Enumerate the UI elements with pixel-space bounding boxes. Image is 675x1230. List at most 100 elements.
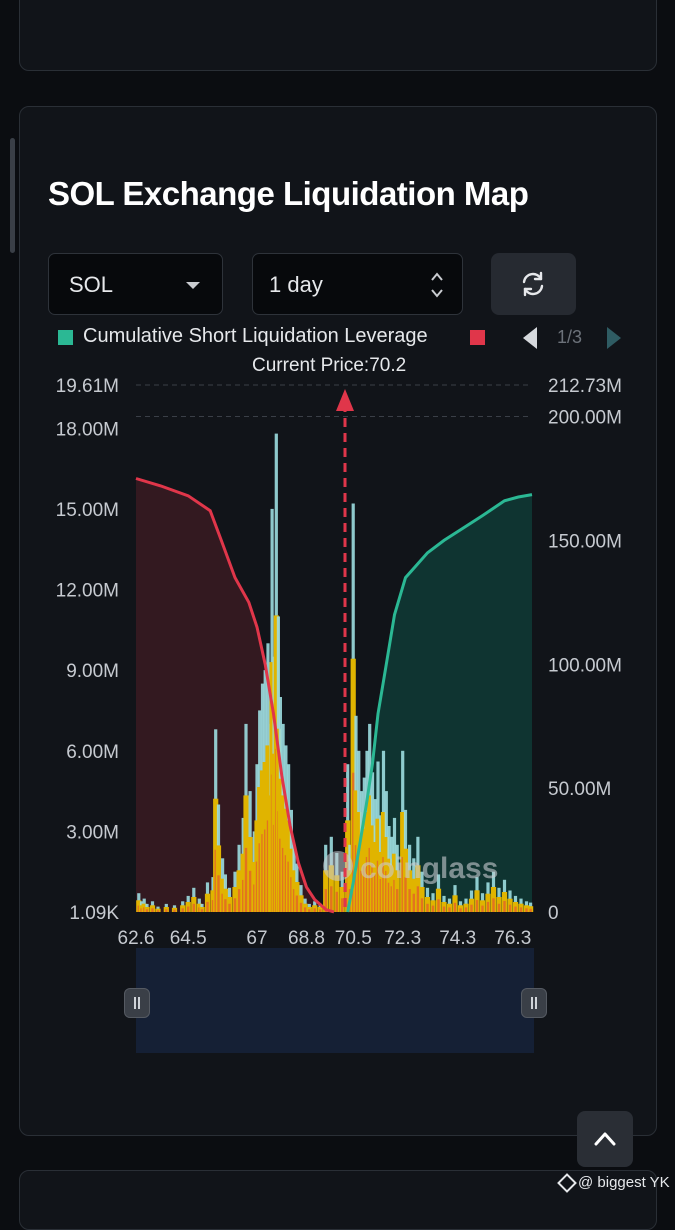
bar-orange (281, 847, 285, 912)
bar-orange (416, 886, 420, 912)
bar-orange (145, 909, 149, 912)
bar-orange (376, 860, 380, 912)
liquidation-bar (180, 901, 186, 912)
liquidation-bar (288, 809, 294, 912)
bar-orange (404, 877, 407, 912)
scroll-to-top-button[interactable] (577, 1111, 633, 1167)
bar-orange (287, 861, 290, 912)
liquidation-bar (339, 871, 345, 912)
cumulative-areas (136, 478, 532, 912)
liquidation-bar (302, 898, 308, 912)
x-axis-tick: 76.3 (494, 928, 531, 949)
bar-orange (228, 903, 231, 912)
liquidation-bar (380, 750, 387, 912)
liquidation-bar (204, 882, 211, 912)
liquidation-bar (251, 831, 257, 912)
bar-orange (173, 909, 176, 912)
bar-orange (299, 902, 303, 912)
liquidation-bar (265, 643, 271, 912)
liquidation-bar (350, 503, 356, 912)
bar-orange (242, 879, 245, 912)
bar-orange (379, 879, 382, 912)
bar-orange (156, 910, 160, 912)
liquidation-bar (372, 799, 378, 912)
bar-orange (341, 898, 344, 912)
bar-orange (192, 903, 195, 912)
liquidation-bar (306, 903, 312, 912)
liquidation-bar (226, 887, 233, 912)
diamond-icon (557, 1173, 577, 1193)
x-axis-tick: 70.5 (335, 928, 372, 949)
liquidation-bar (424, 887, 431, 912)
time-range-select[interactable]: 1 day (252, 253, 463, 315)
liquidation-bar (353, 715, 359, 912)
bar-orange (335, 891, 338, 912)
legend-swatch-long[interactable] (470, 330, 485, 345)
page-scrollbar[interactable] (10, 138, 15, 253)
liquidation-bar (375, 761, 381, 912)
liquidation-bar (419, 871, 425, 912)
liquidation-bar (236, 844, 242, 912)
liquidation-bar (155, 906, 161, 912)
bar-orange (453, 902, 457, 912)
chevron-down-icon (186, 282, 200, 289)
liquidation-bar (294, 863, 300, 912)
liquidation-bar (446, 898, 453, 912)
right-axis-tick: 50.00M (548, 779, 611, 800)
range-brush[interactable] (136, 948, 534, 1053)
chevron-right-icon[interactable] (606, 326, 622, 350)
right-axis-tick: 200.00M (548, 408, 622, 429)
liquidation-bar (383, 791, 389, 912)
bar-orange (140, 908, 143, 912)
bar-orange (408, 889, 411, 912)
liquidation-bar (415, 836, 421, 912)
coinglass-watermark: coinglass (323, 851, 498, 885)
bar-orange (368, 847, 371, 912)
bar-orange (420, 898, 424, 912)
liquidation-bar (199, 903, 205, 912)
bar-orange (324, 889, 327, 912)
bar-orange (401, 857, 404, 912)
brush-handle-right[interactable] (521, 988, 547, 1018)
bar-orange (486, 901, 490, 912)
liquidation-bar (367, 723, 373, 912)
bar-orange (357, 857, 360, 912)
bar-orange (211, 900, 215, 912)
bar-orange (508, 904, 512, 912)
bar-orange (365, 857, 369, 912)
bar-orange (290, 877, 293, 912)
x-axis-tick: 68.8 (288, 928, 325, 949)
previous-card (19, 0, 657, 71)
bar-orange (253, 884, 256, 912)
coin-select[interactable]: SOL (48, 253, 223, 315)
liquidation-bar (286, 764, 292, 912)
bar-orange (514, 906, 517, 912)
refresh-button[interactable] (491, 253, 576, 315)
bar-orange (412, 893, 415, 912)
liquidation-bar (210, 877, 216, 912)
liquidation-bar (389, 836, 395, 912)
bar-orange (437, 899, 440, 912)
bar-orange (374, 873, 377, 912)
liquidation-bar (334, 852, 340, 912)
left-axis-tick: 15.00M (56, 500, 119, 521)
bar-orange (371, 864, 374, 912)
bar-orange (319, 909, 322, 912)
bar-orange (279, 838, 282, 912)
liquidation-bar (232, 871, 238, 912)
liquidation-bar (149, 901, 156, 912)
liquidation-chart[interactable]: coinglass 19.61M 18.00M 15.00M 12.00M 9.00M 6… (0, 0, 675, 1200)
brush-handle-left[interactable] (124, 988, 150, 1018)
bar-orange (492, 898, 495, 912)
liquidation-bar (490, 871, 497, 912)
left-axis-tick: 18.00M (56, 419, 119, 440)
liquidation-bar (369, 772, 376, 912)
liquidation-bar (411, 858, 417, 912)
bar-orange (221, 893, 224, 912)
liquidation-bar (358, 791, 365, 912)
liquidation-bar (463, 898, 469, 912)
liquidation-bar (457, 901, 464, 912)
legend-label-short[interactable]: Cumulative Short Liquidation Leverage (83, 325, 428, 347)
chevron-left-icon[interactable] (522, 326, 538, 350)
bar-orange (330, 886, 333, 912)
